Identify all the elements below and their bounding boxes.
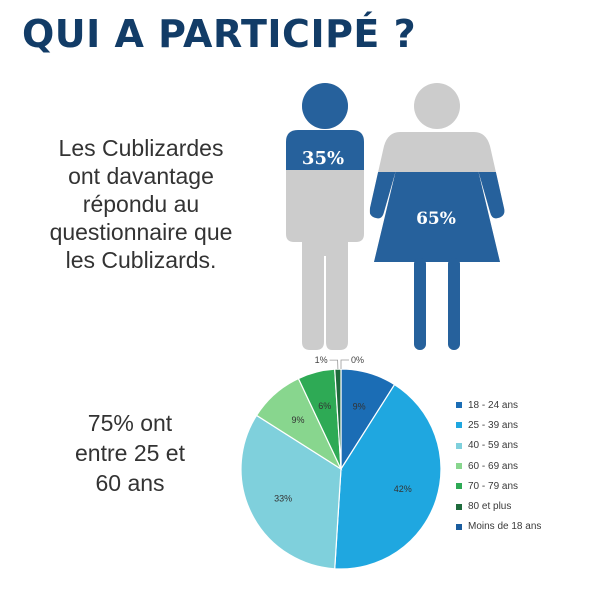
legend-item-40-59-ans: 40 - 59 ans: [456, 436, 541, 456]
pie-label-60-69-ans: 9%: [291, 415, 304, 425]
pie-label-moins-de-18-ans: 0%: [351, 355, 364, 365]
legend-item-70-79-ans: 70 - 79 ans: [456, 476, 541, 496]
legend-swatch: [456, 402, 462, 409]
legend-swatch: [456, 463, 462, 470]
legend-label: 25 - 39 ans: [468, 419, 519, 431]
age-pie-chart: 9% 42% 33% 9% 6% 1% 0%: [240, 355, 442, 570]
legend-swatch: [456, 523, 462, 530]
legend-swatch: [456, 483, 462, 490]
age-legend: 18 - 24 ans 25 - 39 ans 40 - 59 ans 60 - 69…: [456, 395, 541, 537]
female-figure-icon: 65%: [369, 83, 505, 350]
legend-item-moins-de-18-ans: Moins de 18 ans: [456, 517, 541, 537]
pie-label-80-et-plus: 1%: [315, 355, 328, 365]
legend-label: Moins de 18 ans: [468, 521, 542, 533]
legend-label: 40 - 59 ans: [468, 440, 519, 452]
pie-label-25-39-ans: 42%: [394, 484, 412, 494]
legend-label: 70 - 79 ans: [468, 480, 519, 492]
pie-leader-line-moins-de-18-ans: [340, 359, 349, 369]
legend-item-18-24-ans: 18 - 24 ans: [456, 395, 541, 415]
pie-label-40-59-ans: 33%: [274, 494, 292, 504]
pie-leader-line-80-et-plus: [329, 359, 339, 370]
legend-label: 80 et plus: [468, 501, 512, 513]
page-title: QUI A PARTICIPÉ ?: [22, 12, 417, 56]
gender-summary-text: Les Cublizardes ont davantage répondu au…: [49, 135, 233, 273]
legend-item-60-69-ans: 60 - 69 ans: [456, 456, 541, 476]
female-percentage-label: 65%: [416, 209, 456, 229]
legend-item-80-et-plus: 80 et plus: [456, 496, 541, 516]
male-percentage-label: 35%: [302, 148, 344, 169]
legend-label: 18 - 24 ans: [468, 399, 519, 411]
legend-item-25-39-ans: 25 - 39 ans: [456, 415, 541, 435]
pie-label-18-24-ans: 9%: [353, 402, 366, 412]
legend-swatch: [456, 422, 462, 429]
male-figure-icon: 35%: [286, 83, 364, 350]
age-summary-text: 75% ont entre 25 et 60 ans: [75, 410, 185, 496]
pie-label-70-79-ans: 6%: [318, 401, 331, 411]
legend-swatch: [456, 503, 462, 510]
legend-label: 60 - 69 ans: [468, 460, 519, 472]
pie-slice-25-39-ans: [334, 383, 442, 570]
legend-swatch: [456, 442, 462, 449]
